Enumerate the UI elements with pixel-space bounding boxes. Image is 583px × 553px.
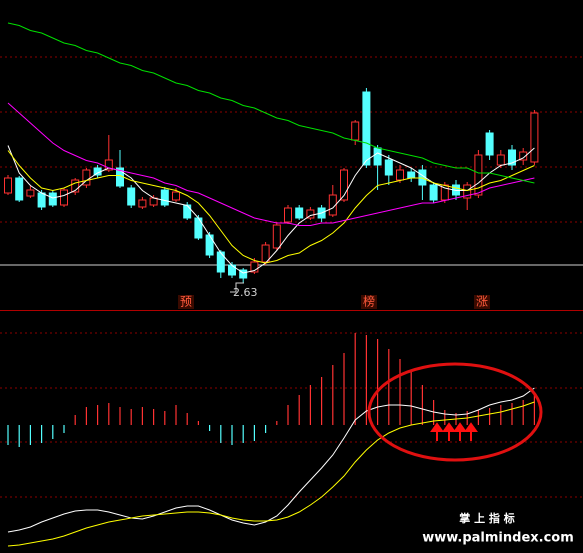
candle-body (362, 91, 371, 166)
candle-body (272, 224, 281, 249)
candle-body (37, 192, 46, 208)
arrow-head (442, 422, 456, 432)
annotation: 榜 (363, 294, 375, 309)
macd-line (7, 387, 535, 533)
candle-body (250, 261, 259, 273)
candle-body (530, 112, 539, 163)
candle-body (351, 121, 360, 141)
annotation-box (178, 295, 194, 309)
moving-average-line (7, 150, 535, 264)
candle-body (429, 184, 438, 201)
candle-body (160, 189, 169, 206)
candle-body (228, 264, 236, 276)
candle-body (127, 187, 136, 206)
candle-body (216, 251, 225, 273)
annotation-box (474, 295, 490, 309)
candle-body (26, 189, 35, 197)
low-label: 2.63 (233, 286, 258, 299)
candle-body (396, 169, 404, 181)
candle-body (485, 132, 494, 156)
candle-body (71, 179, 80, 193)
watermark-url: www.palmindex.com (422, 531, 574, 546)
candle-body (463, 184, 472, 199)
annotation-box (361, 295, 377, 309)
arrow-head (430, 422, 444, 432)
low-leader (230, 282, 244, 293)
macd-line (7, 401, 535, 547)
candle-body (261, 244, 270, 263)
candle-body (205, 234, 214, 256)
arrow-head (464, 422, 478, 432)
candle-body (239, 269, 248, 279)
moving-average-line (7, 145, 535, 274)
candle-body (284, 207, 292, 223)
candle-body (407, 171, 416, 179)
candle-body (519, 151, 528, 161)
candle-body (340, 169, 348, 201)
highlight-ellipse (367, 362, 543, 462)
candle-body (373, 147, 382, 166)
candle-body (60, 189, 68, 206)
macd-panel (7, 333, 536, 547)
candle-body (474, 154, 483, 196)
candle-body (496, 154, 505, 166)
moving-average-line (7, 22, 535, 184)
candle-body (295, 207, 304, 219)
annotation: 涨 (476, 294, 488, 309)
moving-average-line (7, 102, 535, 226)
candle-body (183, 204, 192, 219)
arrow-head (453, 422, 467, 432)
watermark-name: 掌 上 指 标 (459, 511, 515, 525)
annotation: 预 (180, 295, 192, 309)
candle-body (4, 177, 12, 194)
candle-body (104, 159, 113, 171)
candle-body (508, 149, 516, 166)
candle-body (384, 159, 393, 176)
candle-body (172, 191, 180, 201)
candle-body (15, 177, 24, 201)
price-panel (4, 22, 539, 283)
arrows (430, 422, 478, 441)
candle-body (48, 192, 57, 206)
candle-body (306, 209, 315, 219)
candle-body (82, 169, 91, 186)
candle-body (138, 199, 147, 208)
candle-body (328, 194, 337, 216)
